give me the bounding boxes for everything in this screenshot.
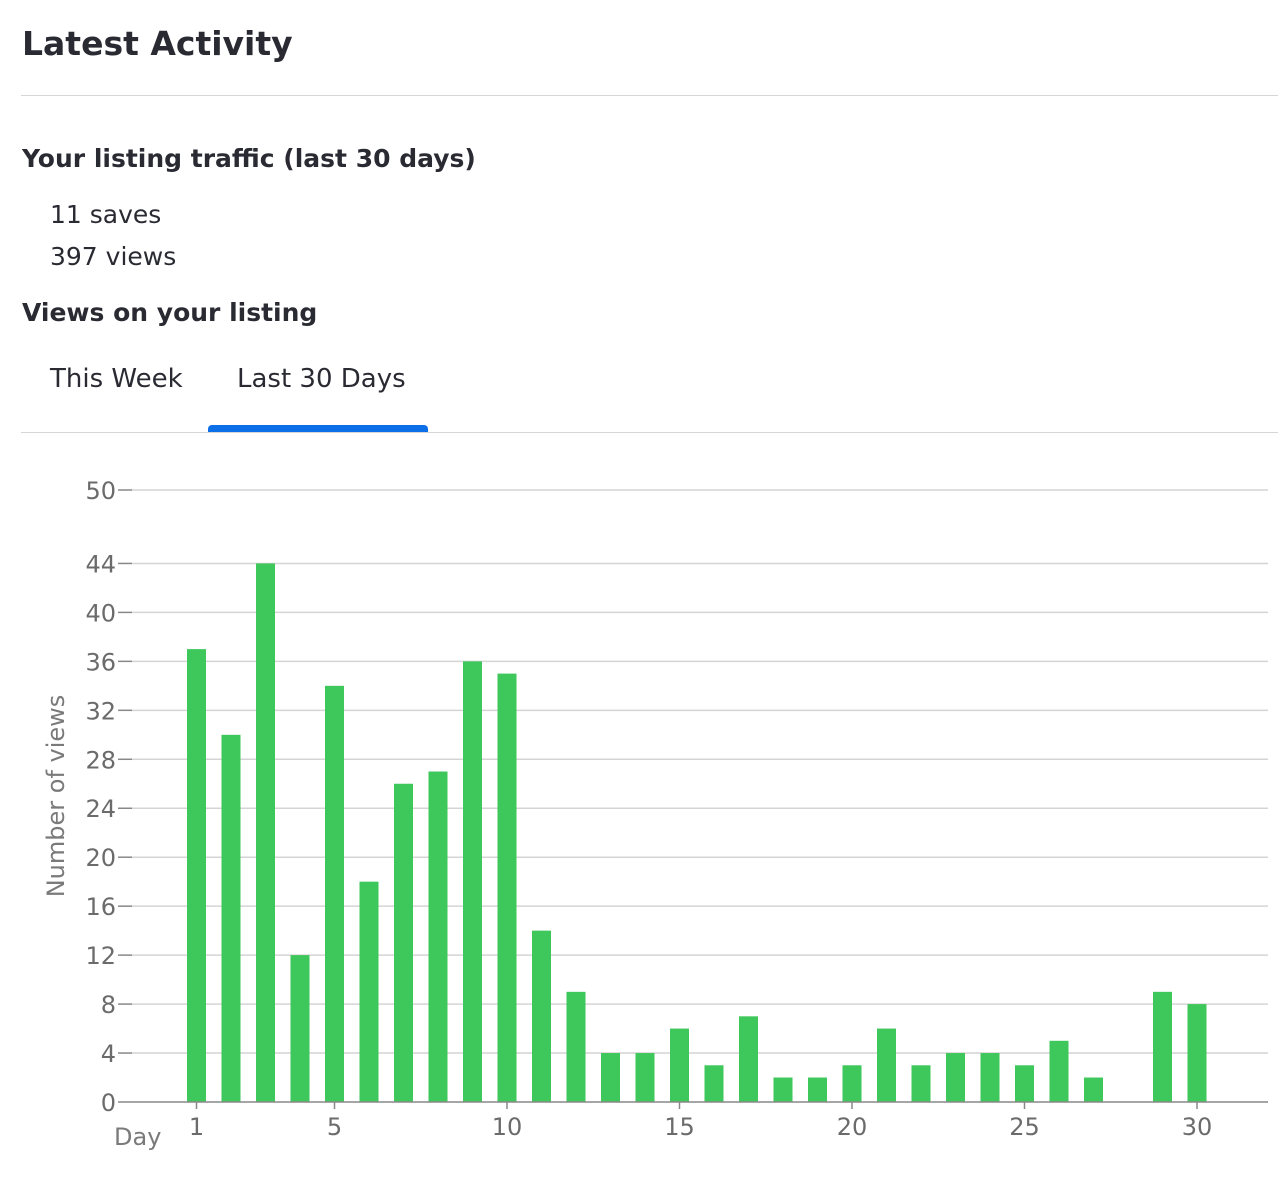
y-tick-label-0: 0 [101, 1089, 116, 1117]
y-tick-label-44: 44 [85, 550, 116, 578]
views-heading: Views on your listing [22, 298, 318, 327]
bar-day-7 [394, 783, 413, 1102]
bar-day-10 [497, 673, 517, 1102]
bar-day-19 [808, 1077, 827, 1102]
bar-day-6 [359, 881, 379, 1102]
y-tick-label-36: 36 [85, 648, 116, 676]
x-tick-label-10: 10 [492, 1113, 523, 1141]
grid-lines [132, 489, 1268, 1054]
x-tick-label-1: 1 [189, 1113, 204, 1141]
y-tick-label-12: 12 [85, 942, 116, 970]
tabs-divider [21, 432, 1278, 433]
x-tick-label-20: 20 [837, 1113, 868, 1141]
y-tick-label-50: 50 [85, 477, 116, 505]
y-tick-label-32: 32 [85, 697, 116, 725]
bar-day-30 [1187, 1004, 1207, 1102]
bar-day-4 [290, 955, 310, 1102]
y-tick-label-4: 4 [101, 1040, 116, 1068]
bars [187, 563, 1207, 1102]
bar-day-25 [1015, 1065, 1034, 1102]
bar-day-16 [704, 1065, 724, 1102]
bar-day-22 [911, 1065, 931, 1102]
bar-day-27 [1084, 1077, 1103, 1102]
y-tick-label-16: 16 [85, 893, 116, 921]
bar-day-24 [980, 1053, 1000, 1102]
bar-day-23 [946, 1053, 965, 1102]
bar-day-11 [532, 930, 551, 1102]
y-tick-label-28: 28 [85, 746, 116, 774]
bar-day-17 [739, 1016, 758, 1102]
bar-day-5 [325, 685, 344, 1102]
bar-day-2 [221, 734, 241, 1102]
bar-day-14 [635, 1053, 655, 1102]
traffic-heading: Your listing traffic (last 30 days) [22, 144, 476, 173]
x-tick-label-25: 25 [1009, 1113, 1040, 1141]
x-tick-label-15: 15 [664, 1113, 695, 1141]
y-axis-title: Number of views [42, 695, 70, 898]
y-tick-label-40: 40 [85, 599, 116, 627]
y-tick-label-24: 24 [85, 795, 116, 823]
bar-day-26 [1049, 1040, 1069, 1102]
y-tick-label-8: 8 [101, 991, 116, 1019]
bar-day-29 [1153, 991, 1172, 1102]
bar-day-9 [463, 661, 482, 1102]
bar-day-21 [877, 1028, 896, 1102]
tab-this-week[interactable]: This Week [50, 364, 183, 394]
bar-day-8 [428, 771, 448, 1102]
page-title: Latest Activity [22, 24, 293, 63]
saves-count: 11 saves [50, 200, 162, 229]
x-tick-label-5: 5 [327, 1113, 342, 1141]
bar-day-13 [601, 1053, 620, 1102]
active-tab-indicator [208, 425, 428, 432]
header-divider [21, 95, 1278, 96]
bar-day-1 [187, 649, 206, 1102]
x-axis-title: Day [114, 1123, 161, 1151]
tab-last-30-days[interactable]: Last 30 Days [237, 364, 406, 394]
y-tick-label-20: 20 [85, 844, 116, 872]
x-tick-label-30: 30 [1182, 1113, 1213, 1141]
bar-day-3 [256, 563, 275, 1102]
bar-day-12 [566, 991, 586, 1102]
bar-day-20 [842, 1065, 862, 1102]
views-count: 397 views [50, 242, 177, 271]
bar-day-15 [670, 1028, 689, 1102]
bar-day-18 [773, 1077, 793, 1102]
